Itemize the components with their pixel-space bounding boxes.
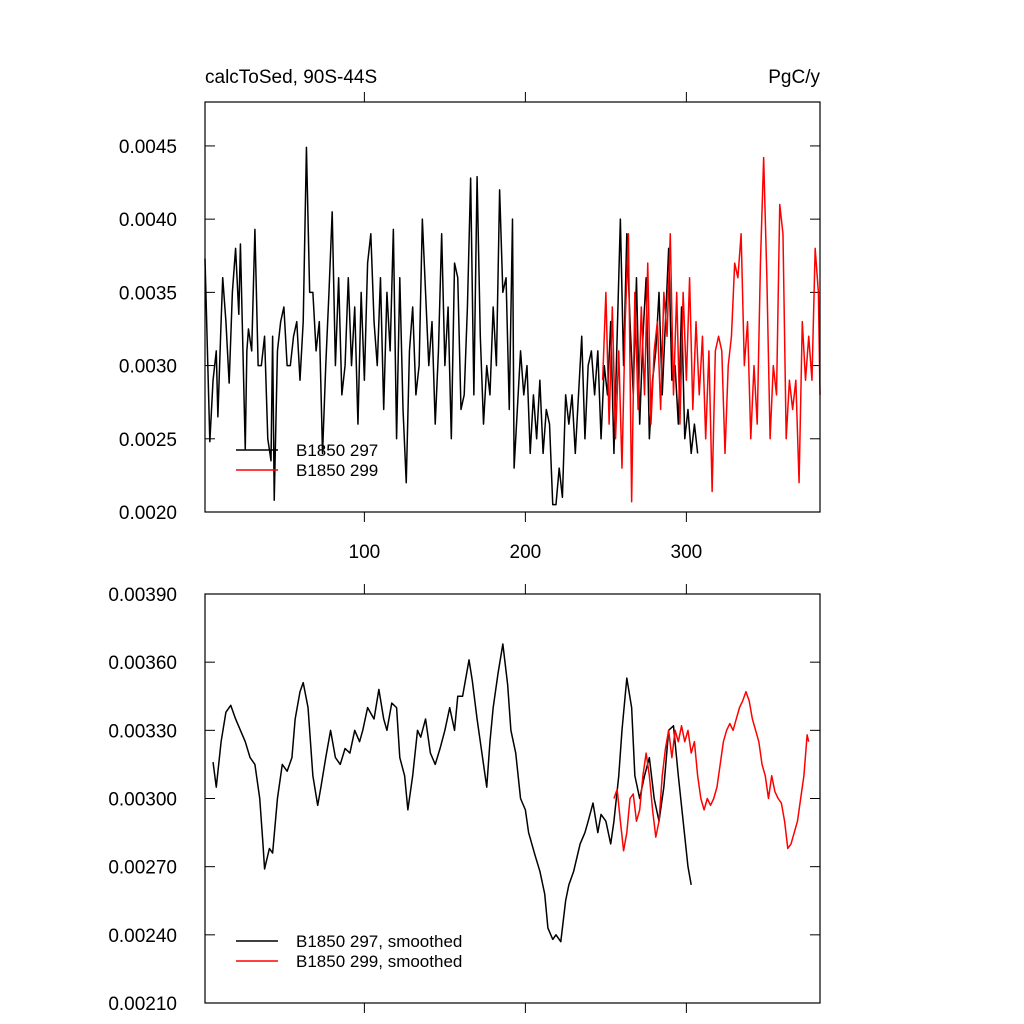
x-tick-label: 300	[671, 542, 703, 563]
y-tick-label: 0.00240	[108, 926, 177, 947]
line-series	[613, 690, 810, 852]
y-tick-label: 0.00300	[108, 790, 177, 811]
y-tick-label: 0.00360	[108, 653, 177, 674]
legend-label: B1850 299, smoothed	[296, 952, 462, 971]
line-series	[601, 156, 821, 503]
y-tick-label: 0.0035	[119, 283, 177, 304]
x-tick-label: 200	[510, 542, 542, 563]
legend-label: B1850 297, smoothed	[296, 932, 462, 951]
y-tick-label: 0.0025	[119, 430, 177, 451]
y-tick-label: 0.00330	[108, 721, 177, 742]
units-label: PgC/y	[768, 67, 820, 88]
legend-label: B1850 297	[296, 441, 378, 460]
legend-label: B1850 299	[296, 461, 378, 480]
y-tick-label: 0.0040	[119, 210, 177, 231]
y-tick-label: 0.00390	[108, 585, 177, 606]
y-tick-label: 0.00210	[108, 994, 177, 1015]
plot-frame	[204, 101, 821, 513]
y-tick-label: 0.0030	[119, 357, 177, 378]
line-series	[204, 146, 699, 506]
x-tick-label: 100	[349, 542, 381, 563]
plot-frame	[204, 593, 821, 1004]
y-tick-label: 0.00270	[108, 858, 177, 879]
chart-title: calcToSed, 90S-44S	[205, 67, 377, 88]
y-tick-label: 0.0020	[119, 503, 177, 524]
line-series	[212, 643, 692, 943]
y-tick-label: 0.0045	[119, 137, 177, 158]
